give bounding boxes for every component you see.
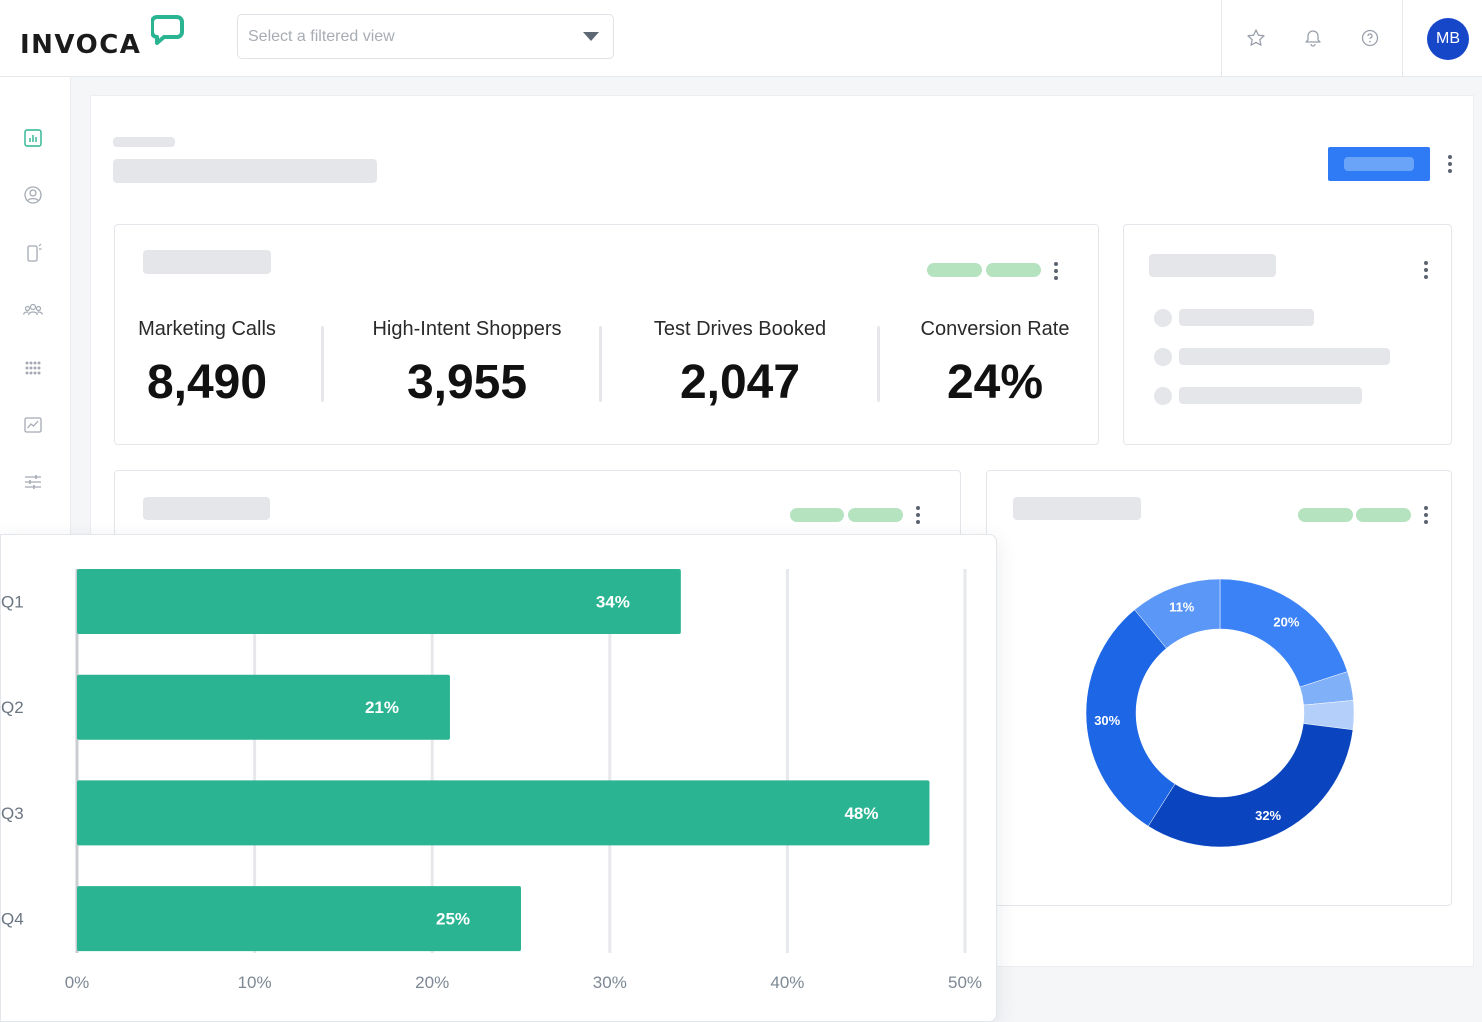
primary-button-label-skeleton bbox=[1344, 157, 1414, 171]
list-bullet-skeleton bbox=[1154, 309, 1172, 327]
donut-slice bbox=[1219, 578, 1348, 688]
filter-chip-skeleton[interactable] bbox=[1356, 508, 1411, 522]
card-title-skeleton bbox=[143, 497, 270, 520]
logo-text: INVOCA bbox=[20, 30, 142, 60]
page-title-skeleton bbox=[113, 159, 377, 183]
filtered-view-placeholder: Select a filtered view bbox=[248, 28, 395, 45]
metric-marketing-calls: Marketing Calls 8,490 bbox=[116, 318, 298, 410]
metric-divider bbox=[321, 326, 324, 402]
bar-data-label: 48% bbox=[844, 804, 878, 823]
category-label: Q1 bbox=[1, 593, 24, 612]
filter-chip-skeleton[interactable] bbox=[927, 263, 982, 277]
caret-down-icon bbox=[583, 32, 599, 41]
invoca-logo[interactable]: INVOCA bbox=[20, 14, 190, 64]
card-more-icon[interactable] bbox=[915, 506, 921, 526]
primary-action-button[interactable] bbox=[1328, 147, 1430, 181]
category-label: Q2 bbox=[1, 698, 24, 717]
metric-value: 3,955 bbox=[406, 356, 528, 409]
metric-value: 8,490 bbox=[146, 356, 268, 409]
donut-data-label: 20% bbox=[1273, 615, 1299, 630]
donut-slice bbox=[1147, 723, 1354, 848]
settings-sliders-icon[interactable] bbox=[22, 471, 44, 493]
metric-conversion-rate: Conversion Rate 24% bbox=[905, 318, 1085, 410]
x-tick-label: 10% bbox=[238, 973, 272, 992]
filtered-view-select[interactable]: Select a filtered view bbox=[237, 14, 614, 59]
audience-icon[interactable] bbox=[22, 299, 44, 321]
star-icon[interactable] bbox=[1246, 28, 1266, 48]
metric-label: High-Intent Shoppers bbox=[372, 318, 562, 340]
donut-slice bbox=[1134, 578, 1221, 649]
bar-data-label: 34% bbox=[596, 593, 630, 612]
donut-chart: 20% 32% 30% 11% bbox=[1085, 578, 1355, 848]
card-title-skeleton bbox=[143, 250, 271, 274]
donut-data-label: 30% bbox=[1094, 713, 1120, 728]
top-bar: INVOCA Select a filtered view MB bbox=[0, 0, 1482, 77]
metric-label: Marketing Calls bbox=[138, 318, 276, 340]
bar-data-label: 25% bbox=[436, 910, 470, 929]
bar bbox=[77, 674, 450, 740]
card-title-skeleton bbox=[1149, 254, 1276, 277]
metric-divider bbox=[599, 326, 602, 402]
mobile-icon[interactable] bbox=[22, 242, 44, 264]
metric-value: 2,047 bbox=[679, 356, 801, 409]
card-title-skeleton bbox=[1013, 497, 1141, 520]
category-label: Q4 bbox=[1, 910, 24, 929]
filter-chip-skeleton[interactable] bbox=[790, 508, 844, 522]
donut-slice bbox=[1085, 609, 1176, 827]
x-tick-label: 40% bbox=[770, 973, 804, 992]
bar-chart: 0% 10% 20% 30% 40% 50% 34% Q1 21% Q2 48% Q3 25% Q4 bbox=[1, 569, 982, 992]
metric-high-intent-shoppers: High-Intent Shoppers 3,955 bbox=[352, 318, 582, 410]
card-more-icon[interactable] bbox=[1053, 262, 1059, 282]
card-more-icon[interactable] bbox=[1423, 261, 1429, 281]
filter-chip-skeleton[interactable] bbox=[848, 508, 903, 522]
chat-bubble-icon bbox=[151, 15, 184, 45]
list-item-skeleton bbox=[1179, 309, 1314, 326]
bar bbox=[77, 886, 521, 952]
x-tick-label: 0% bbox=[65, 973, 90, 992]
metric-label: Conversion Rate bbox=[920, 318, 1070, 340]
list-bullet-skeleton bbox=[1154, 348, 1172, 366]
donut-data-label: 11% bbox=[1169, 600, 1195, 615]
page-more-icon[interactable] bbox=[1447, 155, 1453, 175]
x-tick-label: 30% bbox=[593, 973, 627, 992]
metric-test-drives-booked: Test Drives Booked 2,047 bbox=[630, 318, 850, 410]
breadcrumb-skeleton bbox=[113, 137, 175, 147]
x-tick-label: 50% bbox=[948, 973, 982, 992]
analytics-icon[interactable] bbox=[22, 414, 44, 436]
apps-grid-icon[interactable] bbox=[22, 357, 44, 379]
user-avatar[interactable]: MB bbox=[1427, 18, 1469, 60]
help-icon[interactable] bbox=[1360, 28, 1380, 48]
x-tick-label: 20% bbox=[415, 973, 449, 992]
toolbar-divider bbox=[1221, 0, 1222, 77]
profile-icon[interactable] bbox=[22, 184, 44, 206]
bar-data-label: 21% bbox=[365, 698, 399, 717]
card-more-icon[interactable] bbox=[1423, 506, 1429, 526]
bell-icon[interactable] bbox=[1303, 28, 1323, 48]
metric-divider bbox=[877, 326, 880, 402]
filter-chip-skeleton[interactable] bbox=[986, 263, 1041, 277]
metric-label: Test Drives Booked bbox=[653, 318, 827, 340]
list-item-skeleton bbox=[1179, 387, 1362, 404]
bar-chart-panel: 0% 10% 20% 30% 40% 50% 34% Q1 21% Q2 48% Q3 25% Q4 bbox=[0, 534, 997, 1022]
filter-chip-skeleton[interactable] bbox=[1298, 508, 1353, 522]
bar bbox=[77, 780, 930, 846]
reports-icon[interactable] bbox=[22, 127, 44, 149]
metric-value: 24% bbox=[946, 356, 1044, 409]
toolbar-divider bbox=[1402, 0, 1403, 77]
category-label: Q3 bbox=[1, 804, 24, 823]
metrics-card bbox=[114, 224, 1099, 445]
list-item-skeleton bbox=[1179, 348, 1390, 365]
bar bbox=[77, 569, 681, 634]
donut-data-label: 32% bbox=[1255, 808, 1281, 823]
list-bullet-skeleton bbox=[1154, 387, 1172, 405]
